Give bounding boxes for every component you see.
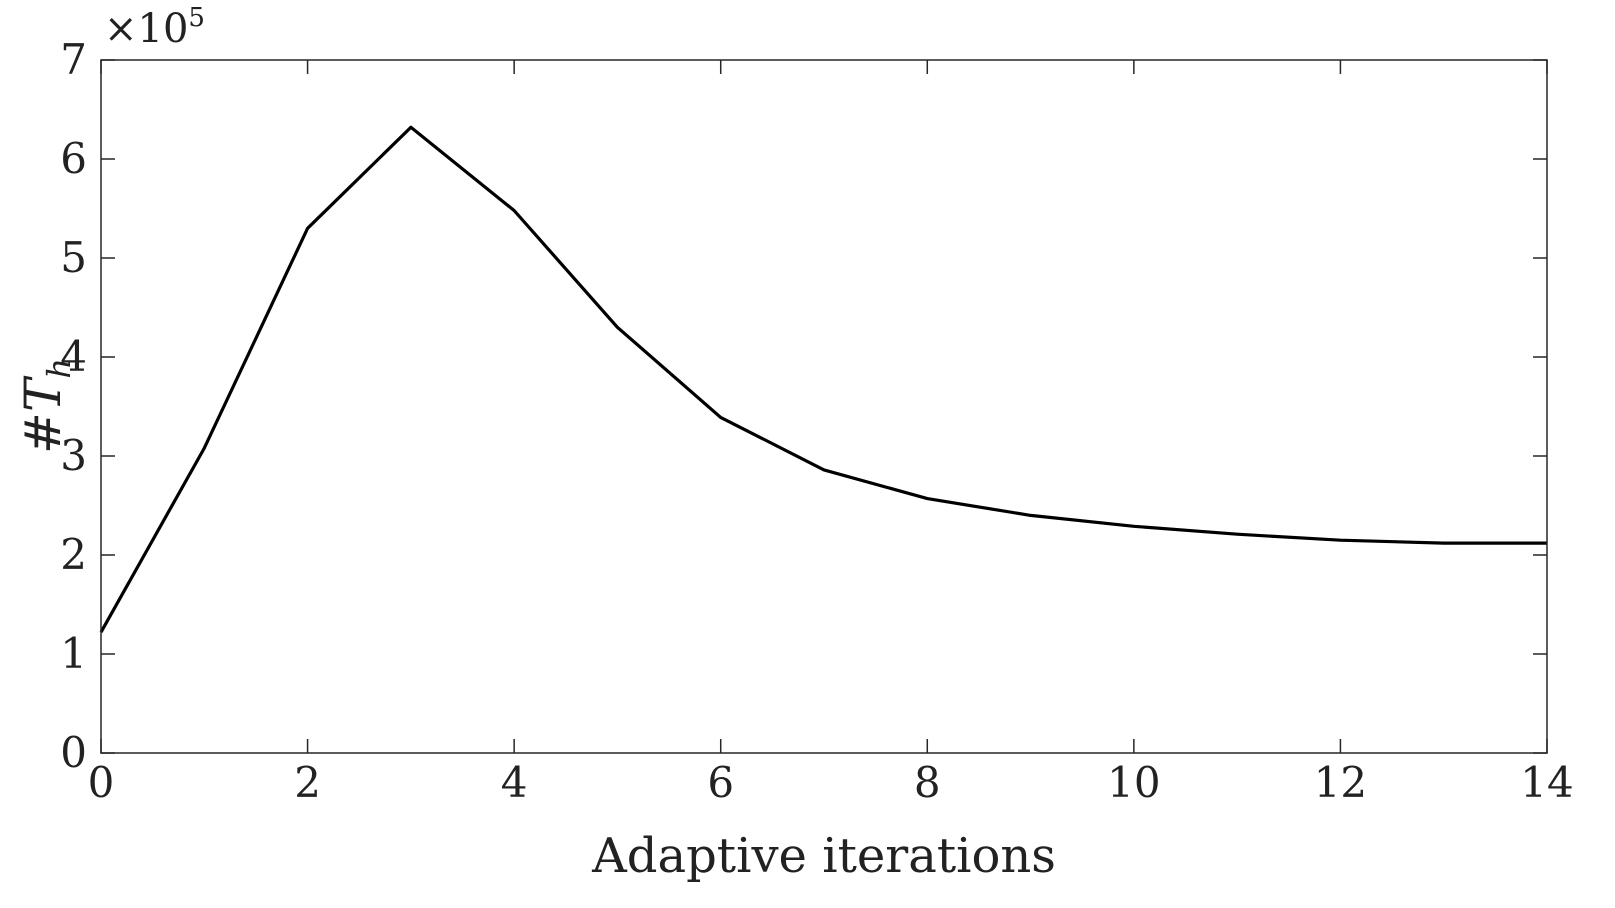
y-tick-label: 6 bbox=[60, 134, 87, 183]
x-tick-label: 14 bbox=[1520, 758, 1573, 807]
y-multiplier-exponent: 5 bbox=[188, 3, 205, 33]
x-axis-label: Adaptive iterations bbox=[591, 828, 1056, 884]
x-tick-label: 6 bbox=[707, 758, 734, 807]
y-tick-label: 2 bbox=[60, 530, 87, 579]
x-tick-label: 0 bbox=[88, 758, 115, 807]
x-tick-label: 10 bbox=[1107, 758, 1160, 807]
x-tick-label: 2 bbox=[294, 758, 321, 807]
y-label-subscript: h bbox=[40, 358, 78, 379]
y-tick-label: 0 bbox=[60, 728, 87, 777]
y-label-prefix: # bbox=[14, 412, 72, 454]
y-axis-multiplier: ×105 bbox=[104, 3, 205, 52]
y-tick-label: 5 bbox=[60, 233, 87, 282]
x-tick-label: 8 bbox=[914, 758, 941, 807]
series-line bbox=[99, 125, 1547, 633]
y-axis-label: #Th bbox=[14, 358, 78, 454]
y-label-symbol: T bbox=[14, 375, 72, 412]
x-axis-ticks: 0 2 4 6 8 10 12 14 bbox=[88, 60, 1574, 807]
y-axis-ticks: 0 1 2 3 4 5 6 7 bbox=[60, 35, 1547, 777]
y-tick-label: 3 bbox=[60, 431, 87, 480]
plot-frame bbox=[100, 59, 1548, 754]
x-tick-label: 4 bbox=[501, 758, 528, 807]
y-tick-label: 1 bbox=[60, 629, 87, 678]
y-tick-label: 4 bbox=[60, 332, 87, 381]
x-tick-label: 12 bbox=[1314, 758, 1367, 807]
y-multiplier-base: ×10 bbox=[104, 6, 188, 52]
y-tick-label: 7 bbox=[60, 35, 87, 84]
